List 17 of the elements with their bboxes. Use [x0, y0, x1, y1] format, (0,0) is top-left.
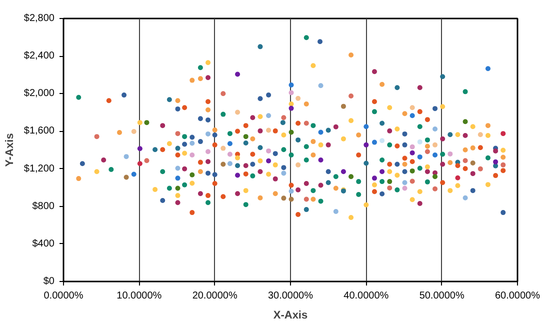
x-tick-label: 40.0000% [344, 290, 389, 302]
y-axis-title: Y-Axis [4, 133, 16, 167]
y-tick-label: $1,200 [24, 163, 55, 174]
x-tick-label: 20.0000% [192, 290, 238, 302]
y-tick-label: $0 [43, 276, 55, 287]
y-tick-label: $1,600 [24, 126, 55, 137]
x-axis-title: X-Axis [273, 310, 308, 322]
x-tick-label: 10.0000% [116, 290, 162, 302]
x-tick-label: 0.0000% [44, 290, 84, 302]
x-tick-label: 60.0000% [494, 290, 540, 302]
y-tick-label: $800 [32, 200, 55, 212]
x-tick-label: 30.0000% [268, 290, 314, 302]
y-tick-label: $400 [32, 238, 55, 250]
y-tick-label: $2,400 [24, 50, 55, 62]
x-tick-label: 50.0000% [419, 290, 464, 302]
y-tick-label: $2,000 [24, 88, 55, 100]
y-tick-label: $2,800 [24, 13, 55, 24]
